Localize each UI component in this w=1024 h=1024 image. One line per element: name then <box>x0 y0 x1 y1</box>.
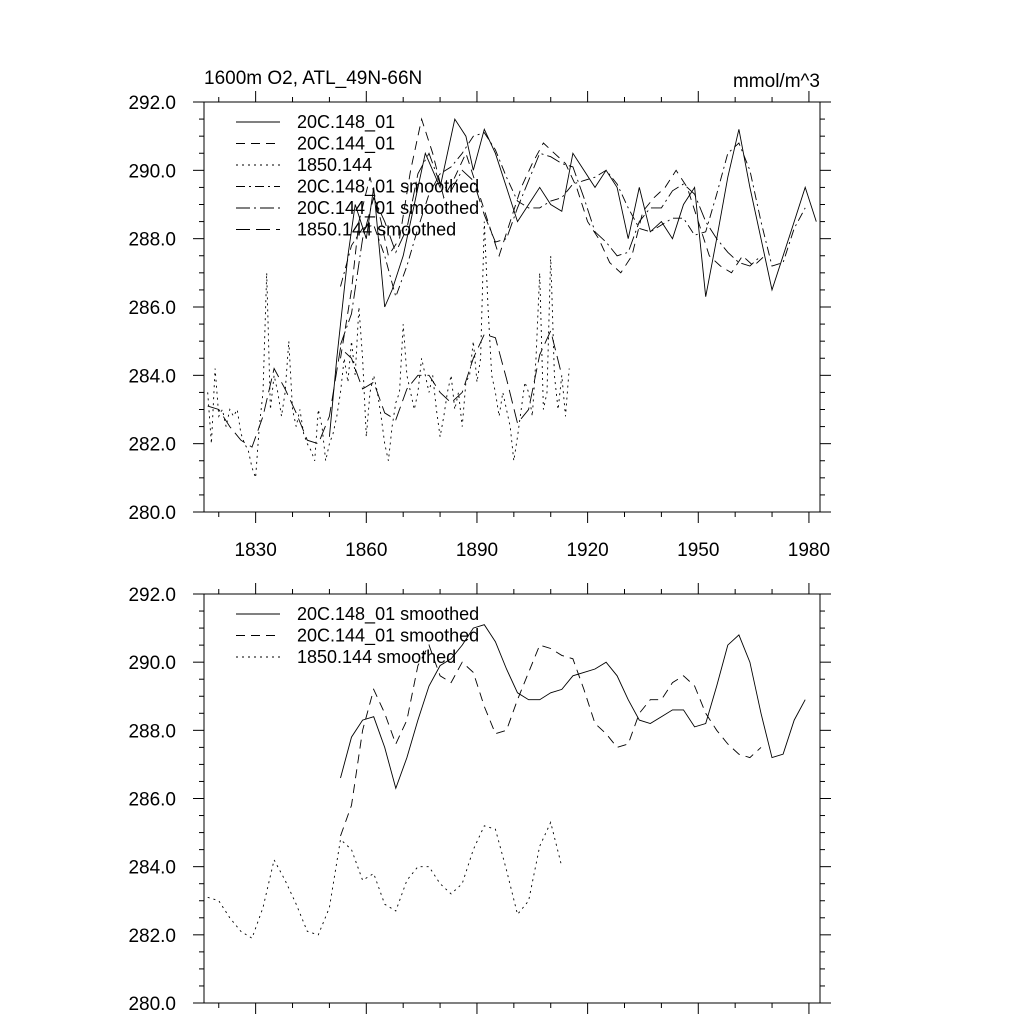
figure-title: 1600m O2, ATL_49N-66N <box>204 68 422 89</box>
legend-label-3: 1850.144 smoothed <box>297 647 456 667</box>
chart-panel-1: 280.0 282.0 284.0 286.0 288.0 290.0 292.0 1830 1… <box>128 91 831 561</box>
plot-area <box>207 624 806 939</box>
legend-label-1: 20C.148_01 smoothed <box>297 604 479 625</box>
plot-area <box>207 117 817 478</box>
series-line-6 <box>207 329 563 448</box>
y-tick-label: 290.0 <box>128 653 176 674</box>
y-tick-label: 288.0 <box>128 230 176 251</box>
x-tick-label: 1920 <box>566 540 608 561</box>
legend-label-4: 20C.148_01 smoothed <box>297 177 479 198</box>
y-tick-label: 284.0 <box>128 366 176 387</box>
legend-label-2: 20C.144_01 <box>297 134 395 155</box>
series-line-3 <box>207 221 570 478</box>
legend-label-2: 20C.144_01 smoothed <box>297 626 479 647</box>
x-tick-label: 1980 <box>788 540 830 561</box>
y-tick-label: 286.0 <box>128 790 176 811</box>
x-tick-label: 1950 <box>677 540 719 561</box>
y-tick-label: 286.0 <box>128 298 176 319</box>
series-line-3 <box>207 821 563 939</box>
y-tick-label: 288.0 <box>128 721 176 742</box>
y-tick-label: 282.0 <box>128 926 176 947</box>
y-tick-label: 290.0 <box>128 161 176 182</box>
series-line-1 <box>328 117 817 437</box>
units-label: mmol/m^3 <box>733 71 820 92</box>
legend-label-3: 1850.144 <box>297 155 372 175</box>
legend-label-6: 1850.144 smoothed <box>297 220 456 240</box>
series-line-2 <box>340 644 762 837</box>
y-tick-label: 280.0 <box>128 994 176 1015</box>
legend-label-5: 20C.144_01 smoothed <box>297 198 479 219</box>
x-tick-label: 1890 <box>456 540 498 561</box>
y-tick-label: 282.0 <box>128 435 176 456</box>
y-tick-label: 280.0 <box>128 503 176 524</box>
panels: 280.0 282.0 284.0 286.0 288.0 290.0 292.0 1830 1… <box>128 91 831 1015</box>
legend-label-1: 20C.148_01 <box>297 112 395 133</box>
series-line-1 <box>340 624 806 790</box>
series-line-2 <box>340 117 766 359</box>
x-tick-label: 1830 <box>235 540 277 561</box>
y-tick-label: 284.0 <box>128 858 176 879</box>
series-line-5 <box>340 152 762 345</box>
y-tick-label: 292.0 <box>128 93 176 114</box>
x-tick-label: 1860 <box>345 540 387 561</box>
y-tick-label: 292.0 <box>128 585 176 606</box>
chart-panel-2: 280.0 282.0 284.0 286.0 288.0 290.0 292.0 20C.1… <box>128 583 831 1015</box>
